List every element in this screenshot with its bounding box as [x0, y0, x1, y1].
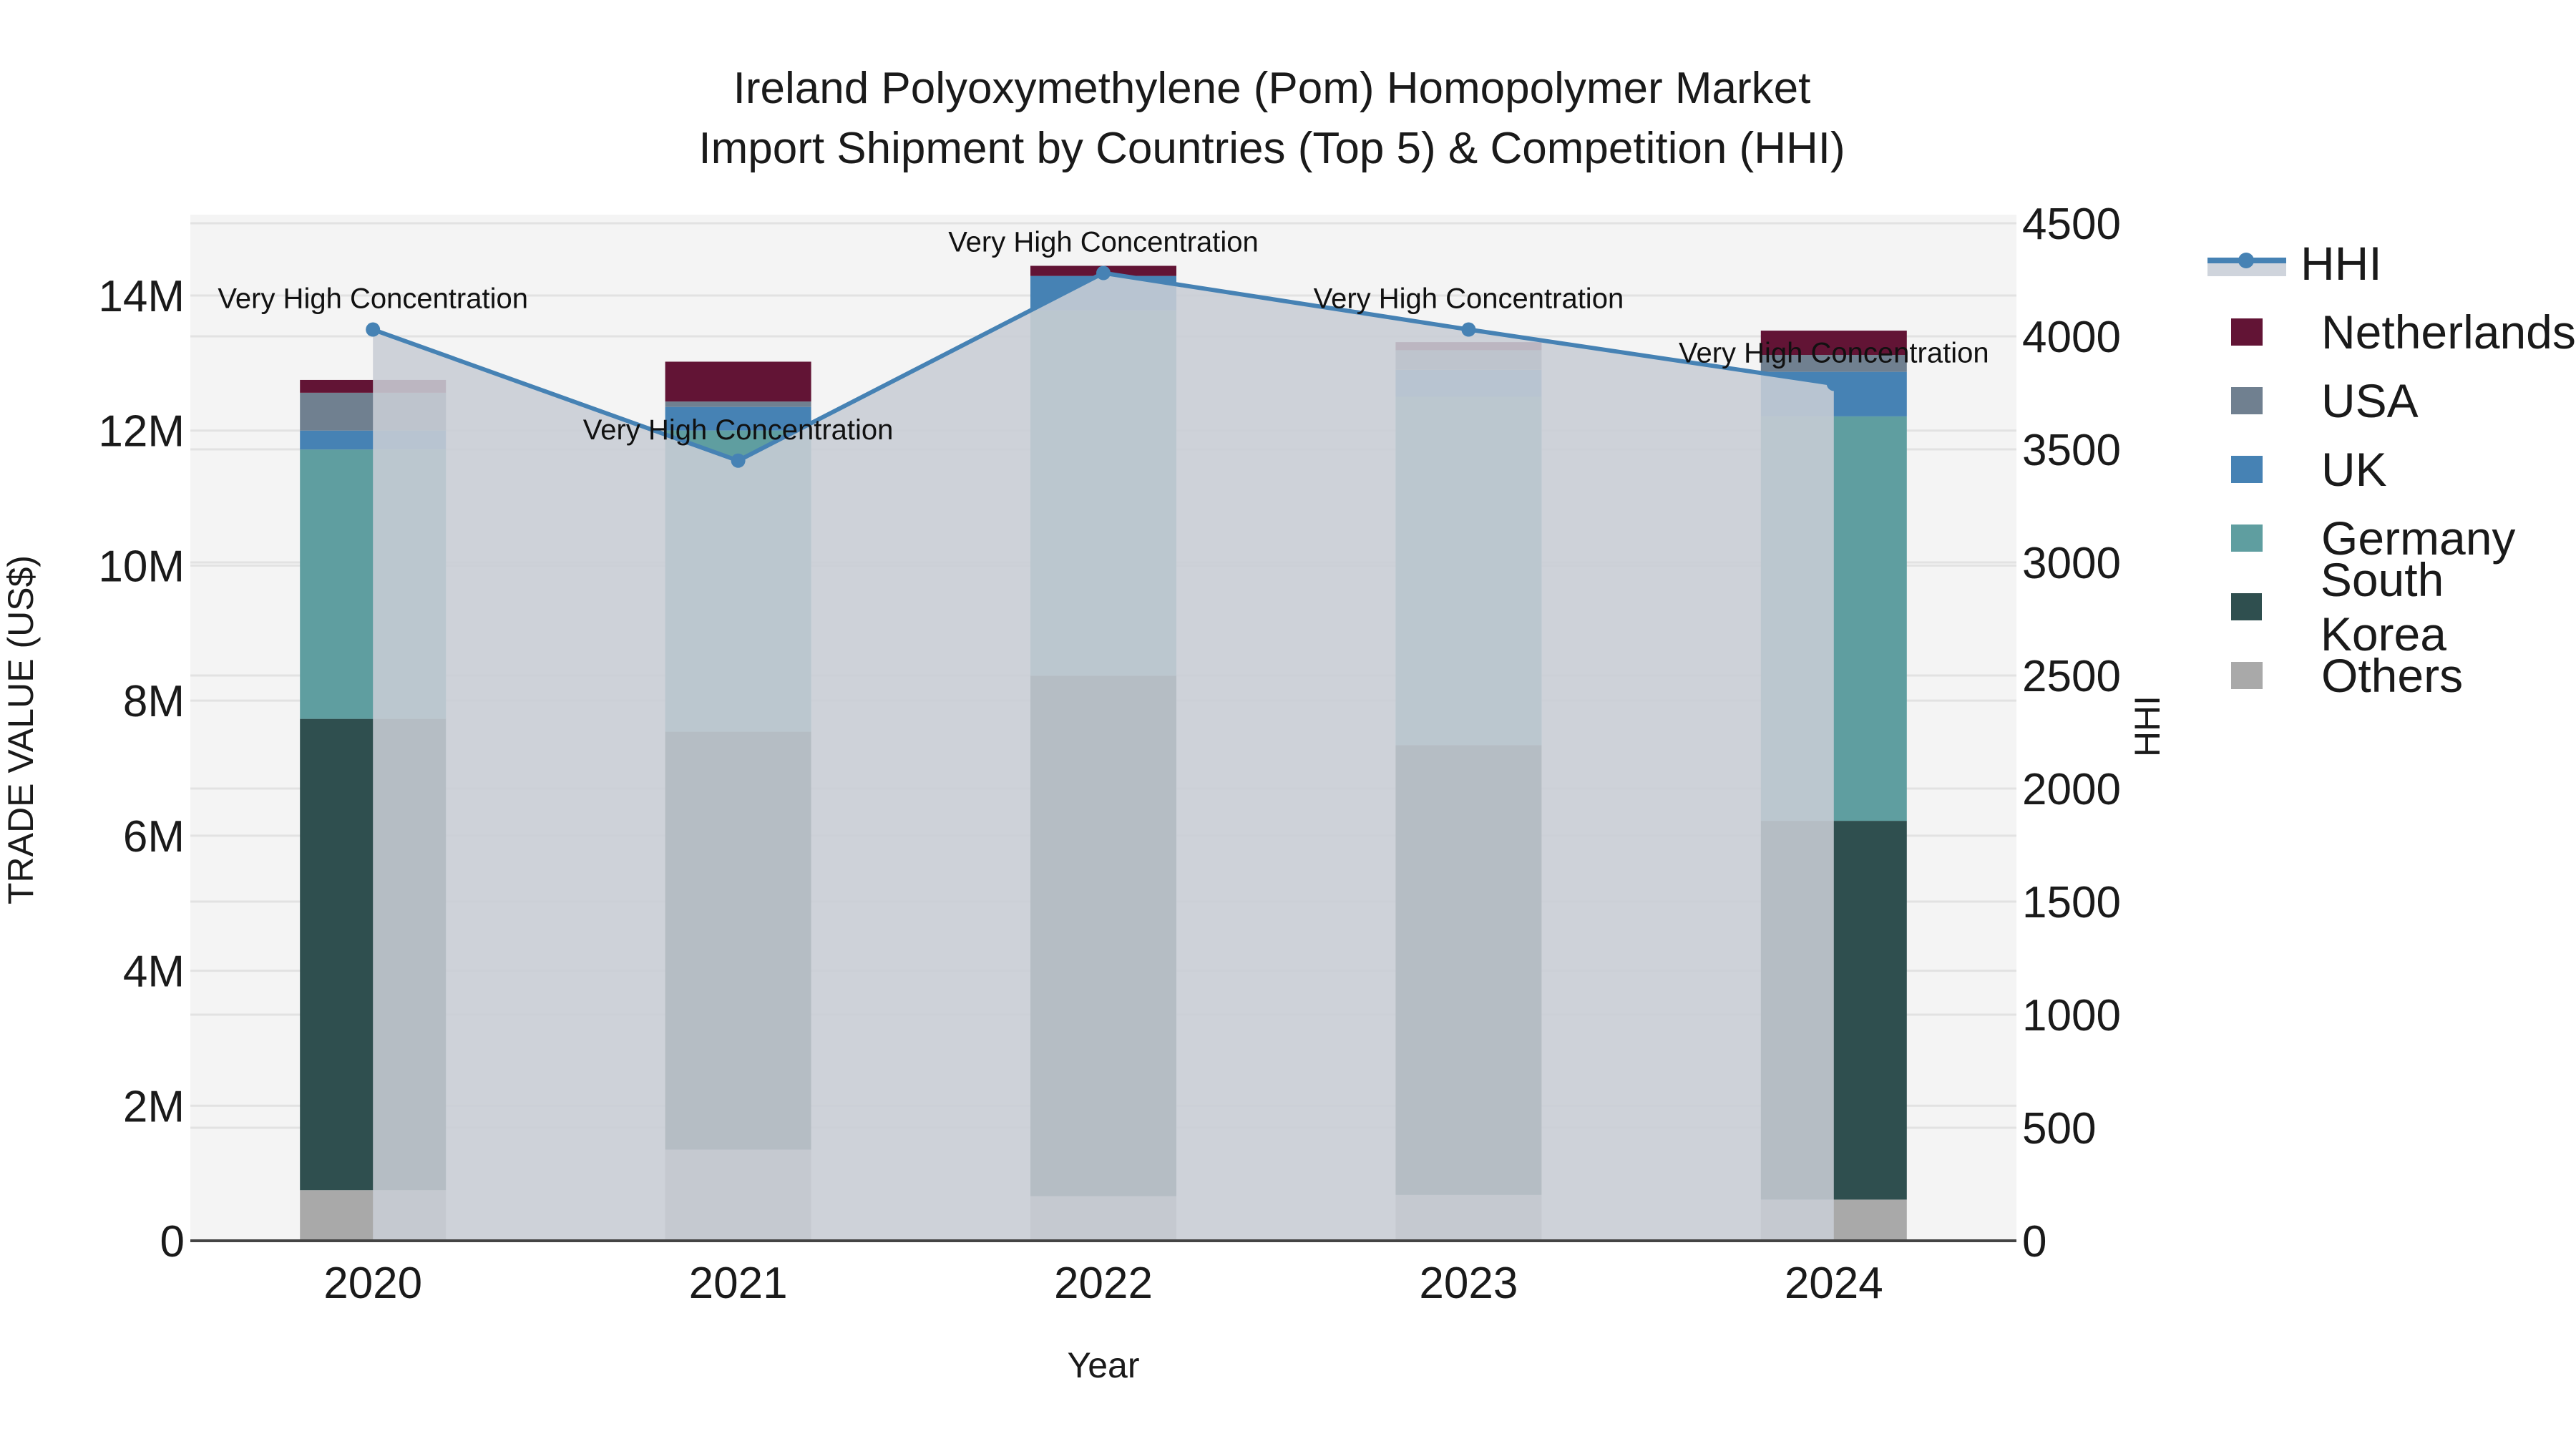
square-swatch-icon	[2231, 525, 2263, 552]
chart-title-line-1: Ireland Polyoxymethylene (Pom) Homopolym…	[733, 64, 1811, 113]
x-tick-label: 2021	[689, 1259, 788, 1308]
legend-item-south-korea[interactable]: South Korea	[2207, 553, 2576, 660]
bar-segment-uk[interactable]	[665, 406, 811, 431]
bar-segment-netherlands[interactable]	[1760, 331, 1907, 356]
legend-item-usa[interactable]: USA	[2207, 366, 2576, 435]
legend-item-uk[interactable]: UK	[2207, 435, 2576, 504]
hhi-point[interactable]	[366, 322, 381, 337]
y-right-tick-label: 1000	[2022, 991, 2121, 1040]
hhi-point[interactable]	[731, 453, 746, 468]
y-left-tick-label: 12M	[98, 407, 185, 457]
x-tick-label: 2023	[1419, 1259, 1518, 1308]
y-right-tick-label: 1500	[2022, 878, 2121, 927]
annotation-label: Very High Concentration	[583, 414, 894, 446]
bar-segment-netherlands[interactable]	[665, 361, 811, 402]
y-left-tick-label: 2M	[123, 1082, 185, 1131]
square-swatch-icon	[2231, 456, 2263, 483]
bar-segment-usa[interactable]	[1760, 355, 1907, 372]
square-swatch-icon	[2231, 593, 2262, 620]
legend-label: UK	[2321, 443, 2387, 496]
y-left-tick-label: 8M	[123, 677, 185, 726]
legend-item-germany[interactable]: Germany	[2207, 504, 2576, 572]
hhi-area	[373, 273, 1834, 1241]
y-right-tick-label: 4000	[2022, 313, 2121, 362]
legend-item-netherlands[interactable]: Netherlands	[2207, 298, 2576, 366]
y-left-tick-label: 6M	[123, 812, 185, 862]
annotation-label: Very High Concentration	[948, 227, 1259, 258]
y-right-tick-label: 3500	[2022, 426, 2121, 475]
annotation-label: Very High Concentration	[1314, 283, 1624, 315]
y-right-tick-label: 2000	[2022, 765, 2121, 814]
annotation-label: Very High Concentration	[1679, 337, 1989, 369]
hhi-point[interactable]	[1826, 376, 1841, 391]
y-left-tick-label: 4M	[123, 947, 185, 997]
x-axis-title: Year	[1067, 1345, 1139, 1385]
y-left-axis-title: TRADE VALUE (US$)	[1, 555, 41, 904]
y-right-tick-label: 3000	[2022, 539, 2121, 588]
y-right-tick-label: 500	[2022, 1104, 2096, 1153]
x-tick-label: 2024	[1785, 1259, 1883, 1308]
annotation-label: Very High Concentration	[218, 283, 528, 315]
hhi-point[interactable]	[1096, 265, 1111, 280]
legend-item-others[interactable]: Others	[2207, 641, 2576, 710]
y-right-axis-title: HHI	[2127, 696, 2167, 757]
y-right-tick-label: 0	[2022, 1217, 2046, 1267]
legend-label: HHI	[2301, 237, 2382, 290]
square-swatch-icon	[2231, 387, 2263, 414]
legend: HHI Netherlands USA UK Germany South Kor…	[2207, 229, 2576, 710]
y-right-tick-label: 4500	[2022, 200, 2121, 249]
legend-item-hhi[interactable]: HHI	[2207, 229, 2576, 298]
x-tick-label: 2022	[1054, 1259, 1153, 1308]
square-swatch-icon	[2231, 662, 2263, 689]
chart-title-line-2: Import Shipment by Countries (Top 5) & C…	[698, 124, 1845, 173]
square-swatch-icon	[2231, 318, 2263, 346]
y-left-tick-label: 10M	[98, 542, 185, 591]
legend-label: Germany	[2321, 512, 2516, 565]
legend-label: USA	[2321, 374, 2419, 427]
y-left-tick-label: 0	[160, 1217, 185, 1267]
hhi-point[interactable]	[1461, 322, 1476, 337]
y-right-tick-label: 2500	[2022, 652, 2121, 701]
y-left-tick-label: 14M	[98, 272, 185, 321]
legend-label: Netherlands	[2321, 306, 2576, 358]
bar-segment-usa[interactable]	[665, 401, 811, 407]
legend-label: South Korea	[2320, 553, 2446, 660]
line-marker-icon	[2207, 249, 2286, 278]
legend-label: Others	[2321, 649, 2464, 702]
x-tick-label: 2020	[323, 1259, 422, 1308]
